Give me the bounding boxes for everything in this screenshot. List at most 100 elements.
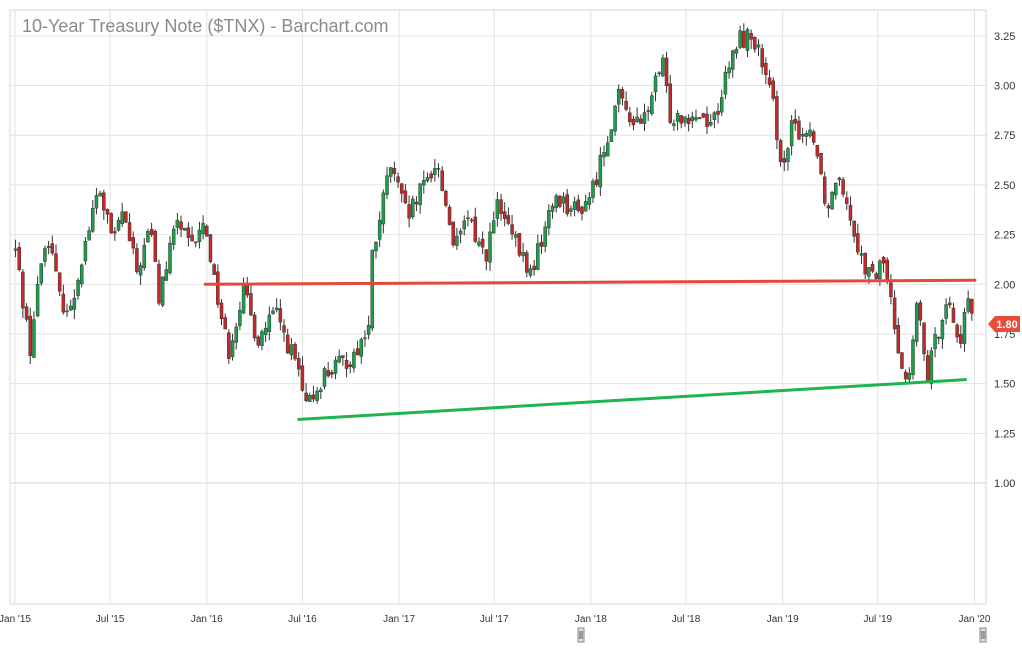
candle [205, 224, 209, 237]
candle [679, 114, 684, 129]
candle-body-up [72, 297, 77, 310]
candle [488, 222, 492, 271]
candle-body-up [363, 337, 367, 340]
candle [639, 114, 643, 124]
candle [558, 195, 562, 209]
candle [848, 196, 853, 226]
candle [252, 311, 257, 342]
candle [28, 307, 32, 365]
candle-body-down [341, 355, 345, 358]
candle-body-down [936, 336, 941, 339]
candle-body-up [142, 244, 147, 268]
candle [216, 264, 220, 308]
candle [116, 216, 121, 232]
candle-body-up [569, 208, 573, 212]
chart-title: 10-Year Treasury Note ($TNX) - Barchart.… [22, 16, 389, 36]
candle [834, 182, 838, 200]
trendline [203, 278, 977, 286]
candle-body-up [171, 228, 176, 245]
candle-body-up [878, 260, 882, 279]
candle-body-down [24, 306, 29, 320]
candle [944, 298, 948, 325]
candle [514, 231, 518, 247]
candle [168, 236, 172, 275]
candle [65, 303, 69, 318]
candle-body-down [355, 348, 360, 356]
candle [46, 240, 51, 255]
candle-body-down [826, 205, 831, 209]
candle [451, 221, 455, 248]
candle-body-up [690, 116, 695, 122]
candle [43, 245, 47, 267]
candle-body-down [444, 190, 448, 206]
candle [24, 303, 29, 322]
candle-body-up [929, 350, 934, 384]
candle-body-up [550, 205, 555, 212]
candle-body-up [521, 252, 525, 257]
candle-body-down [219, 302, 224, 320]
candle [403, 184, 408, 204]
candle [962, 307, 967, 352]
candle-body-down [532, 265, 536, 271]
candle [149, 222, 154, 238]
candle-body-up [616, 88, 621, 105]
candle-body-up [274, 307, 279, 311]
scroll-handle-right[interactable] [979, 627, 987, 643]
candle-body-down [57, 272, 62, 292]
candle-body-down [304, 392, 308, 402]
candle-body-up [43, 248, 47, 262]
candle-body-up [708, 121, 713, 126]
candle-body-up [319, 389, 323, 393]
frame-layer [9, 9, 987, 605]
candle [469, 218, 474, 223]
candle [304, 383, 308, 403]
plot-frame [9, 9, 987, 605]
candle [381, 189, 386, 234]
candle [951, 302, 956, 323]
candle-body-up [267, 314, 272, 332]
candle-body-up [65, 310, 69, 313]
candle [370, 249, 375, 332]
candle-body-down [863, 253, 867, 275]
candle [98, 190, 102, 197]
candle-body-down [348, 364, 352, 367]
candle [712, 111, 717, 129]
candle-body-down [135, 248, 139, 273]
candle-body-down [480, 238, 485, 248]
candle-body-up [528, 268, 533, 276]
candle-body-down [344, 359, 349, 369]
candle [525, 250, 529, 278]
candle [859, 245, 864, 264]
candle-body-down [558, 195, 562, 207]
candle-body-down [892, 297, 897, 330]
candle [319, 387, 323, 400]
candle-body-down [749, 33, 753, 40]
candle-body-up [230, 340, 235, 357]
candle [76, 277, 80, 300]
candle-body-down [664, 57, 669, 87]
candle [598, 146, 603, 197]
candle [675, 110, 680, 131]
candle [186, 222, 191, 247]
candle [561, 192, 566, 213]
candle [683, 116, 687, 127]
candle-body-up [138, 265, 143, 276]
candle [742, 23, 746, 49]
candle [811, 129, 816, 145]
candle [933, 327, 937, 358]
candle-body-up [241, 284, 246, 314]
candle-body-up [591, 180, 595, 199]
candle [374, 241, 378, 259]
candle-body-down [686, 117, 691, 124]
candle [550, 203, 555, 219]
candle [782, 150, 787, 172]
candle [701, 112, 706, 118]
candle [466, 210, 470, 227]
candle [171, 225, 176, 250]
candle [414, 196, 419, 212]
candle-body-up [727, 67, 731, 74]
scroll-handle-left[interactable] [577, 627, 585, 643]
candle-body-down [539, 241, 544, 247]
candle [429, 170, 433, 183]
